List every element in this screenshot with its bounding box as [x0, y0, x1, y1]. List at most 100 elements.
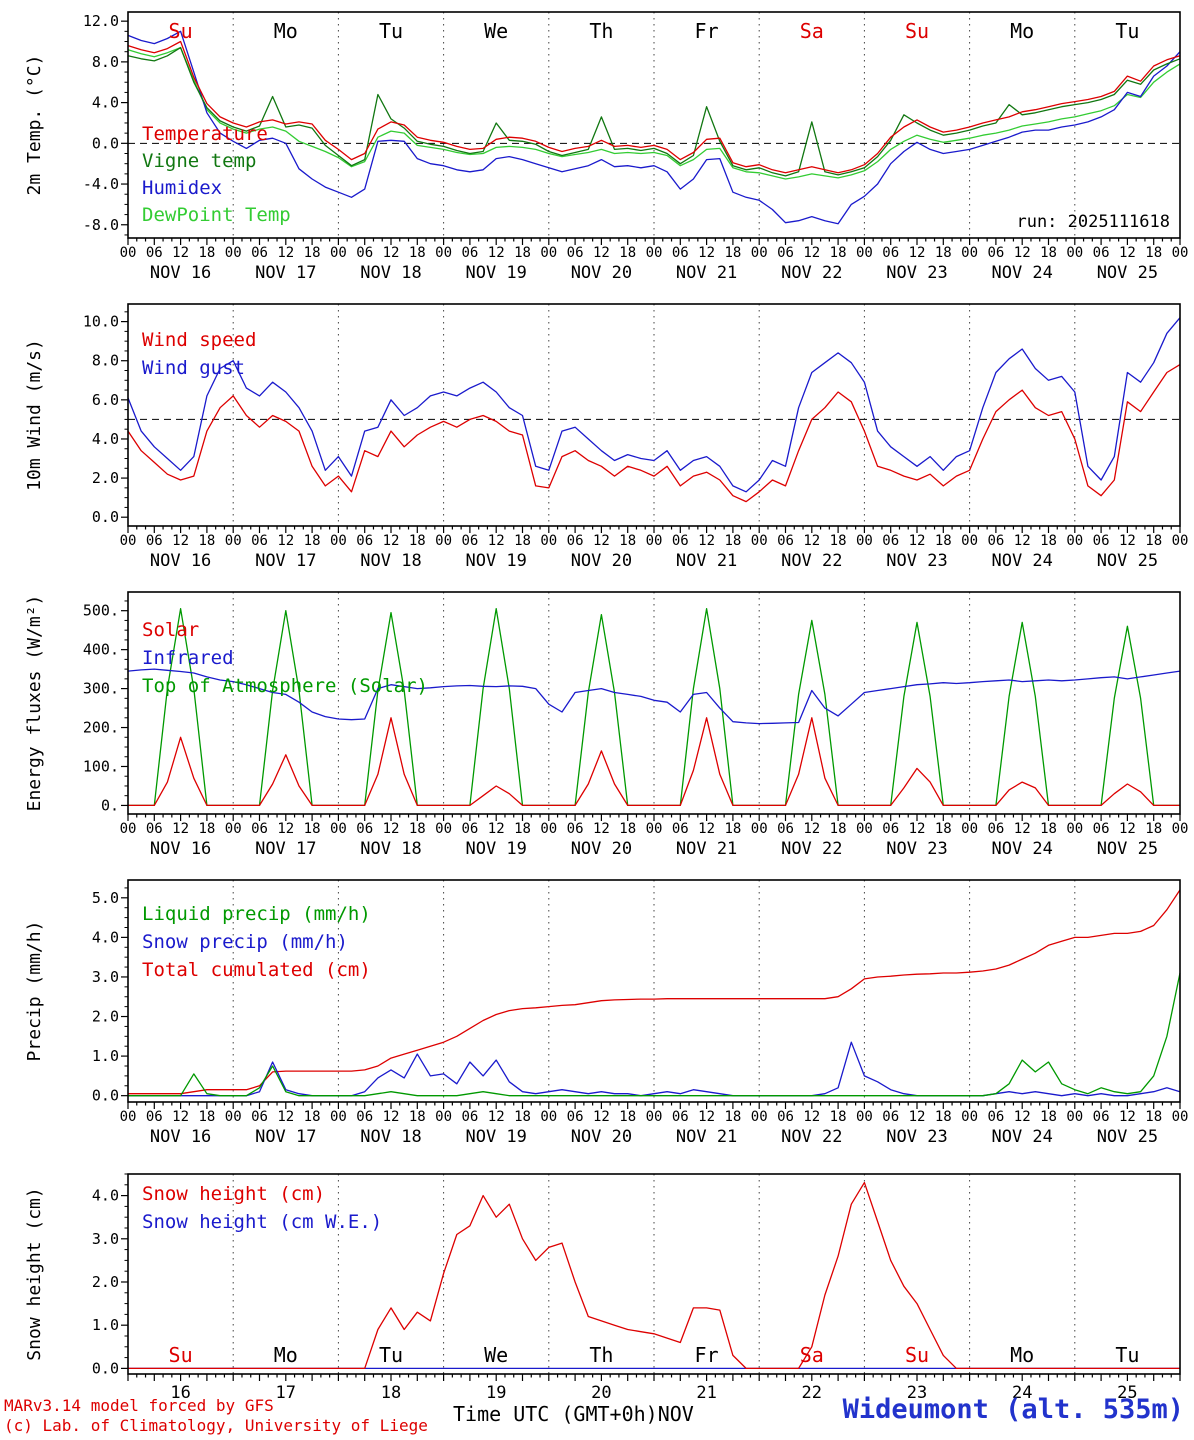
svg-text:06: 06 [672, 1109, 689, 1125]
svg-text:18: 18 [724, 245, 741, 261]
svg-text:0.0: 0.0 [92, 134, 119, 152]
svg-text:4.0: 4.0 [92, 928, 119, 946]
svg-text:06: 06 [251, 821, 268, 837]
svg-text:18: 18 [1145, 245, 1162, 261]
temperature-series-humidex [127, 30, 1181, 225]
svg-text:18: 18 [1145, 533, 1162, 549]
svg-text:12.0: 12.0 [83, 12, 119, 30]
svg-text:00: 00 [330, 245, 347, 261]
svg-text:500.: 500. [83, 602, 119, 620]
svg-text:18: 18 [514, 533, 531, 549]
svg-text:12: 12 [1119, 245, 1136, 261]
svg-text:06: 06 [777, 821, 794, 837]
svg-text:00: 00 [751, 1109, 768, 1125]
svg-text:NOV 16: NOV 16 [150, 263, 211, 283]
svg-text:NOV 17: NOV 17 [255, 839, 316, 859]
panel-wind: 10.0 8.0 6.0 4.0 2.0 0.0 00 06 12 18 00 06 12 18 00 06 1… [0, 288, 1194, 576]
svg-text:NOV 22: NOV 22 [781, 263, 842, 283]
axes-layer [121, 303, 1181, 533]
svg-text:12: 12 [383, 821, 400, 837]
energy-series-solar [128, 717, 1180, 807]
svg-text:00: 00 [646, 1109, 663, 1125]
svg-text:12: 12 [172, 533, 189, 549]
svg-text:NOV 17: NOV 17 [255, 263, 316, 283]
svg-text:12: 12 [277, 1109, 294, 1125]
svg-text:12: 12 [383, 533, 400, 549]
svg-text:Th: Th [589, 19, 613, 43]
svg-text:06: 06 [251, 245, 268, 261]
svg-text:12: 12 [1014, 1109, 1031, 1125]
svg-text:06: 06 [356, 245, 373, 261]
temperature-series-temperature [127, 40, 1181, 174]
svg-text:100.: 100. [83, 757, 119, 775]
svg-text:12: 12 [1014, 533, 1031, 549]
precip-chart: 5.04.03.02.01.00.000 06 12 18 00 06 12 18 00 06 12… [24, 879, 1189, 1147]
svg-text:00: 00 [961, 1109, 978, 1125]
svg-text:00: 00 [225, 1109, 242, 1125]
grid-layer [128, 12, 1180, 238]
svg-text:06: 06 [461, 1109, 478, 1125]
svg-text:12: 12 [803, 533, 820, 549]
labels-layer: 10.08.06.04.02.00.000 06 12 18 00 06 12 18 00 06 1… [24, 313, 1188, 571]
svg-text:18: 18 [724, 533, 741, 549]
svg-text:18: 18 [409, 533, 426, 549]
svg-text:12: 12 [488, 1109, 505, 1125]
svg-text:18: 18 [1040, 245, 1057, 261]
svg-text:200.: 200. [83, 719, 119, 737]
precip-series-snow-precip-mm-h- [128, 1041, 1181, 1097]
svg-text:Liquid precip (mm/h): Liquid precip (mm/h) [142, 903, 371, 925]
svg-text:NOV 21: NOV 21 [676, 263, 737, 283]
svg-text:18: 18 [935, 533, 952, 549]
svg-text:18: 18 [198, 821, 215, 837]
svg-text:18: 18 [304, 821, 321, 837]
svg-text:2.0: 2.0 [92, 469, 119, 487]
panel-snow-height: 4.0 3.0 2.0 1.0 0.0 16 17 18 19 20 21 22 23 24 25 Su Mo T… [0, 1152, 1194, 1440]
axes-layer [121, 591, 1181, 821]
svg-text:06: 06 [672, 821, 689, 837]
svg-text:12: 12 [909, 533, 926, 549]
svg-text:NOV 24: NOV 24 [991, 263, 1052, 283]
svg-text:25: 25 [1117, 1383, 1137, 1403]
svg-text:23: 23 [907, 1383, 927, 1403]
svg-text:00: 00 [120, 533, 137, 549]
svg-text:12: 12 [909, 821, 926, 837]
svg-text:00: 00 [961, 245, 978, 261]
svg-text:0.0: 0.0 [92, 1359, 119, 1377]
svg-text:NOV 18: NOV 18 [360, 263, 421, 283]
svg-text:10m Wind (m/s): 10m Wind (m/s) [24, 339, 45, 491]
svg-text:NOV 25: NOV 25 [1097, 839, 1158, 859]
grid-layer [128, 304, 1180, 526]
svg-text:NOV 22: NOV 22 [781, 1127, 842, 1147]
svg-text:00: 00 [1172, 1109, 1189, 1125]
svg-text:06: 06 [567, 245, 584, 261]
svg-text:00: 00 [856, 533, 873, 549]
svg-text:00: 00 [330, 533, 347, 549]
svg-text:18: 18 [198, 533, 215, 549]
svg-text:12: 12 [698, 1109, 715, 1125]
svg-text:06: 06 [987, 533, 1004, 549]
svg-text:12: 12 [593, 533, 610, 549]
svg-text:0.: 0. [101, 796, 119, 814]
svg-text:06: 06 [461, 245, 478, 261]
svg-text:06: 06 [1093, 245, 1110, 261]
svg-text:1.0: 1.0 [92, 1047, 119, 1065]
axes-layer [121, 879, 1181, 1109]
svg-text:00: 00 [751, 245, 768, 261]
svg-text:Sa: Sa [800, 19, 824, 43]
svg-text:NOV 21: NOV 21 [676, 839, 737, 859]
precip-series-total-cumulated-cm- [128, 889, 1181, 1095]
svg-text:00: 00 [225, 533, 242, 549]
temperature-series-dewpoint-temp [127, 46, 1181, 180]
svg-text:4.0: 4.0 [92, 430, 119, 448]
svg-text:NOV 19: NOV 19 [465, 1127, 526, 1147]
svg-text:00: 00 [1066, 821, 1083, 837]
svg-text:12: 12 [1014, 821, 1031, 837]
svg-text:12: 12 [1014, 245, 1031, 261]
series-layer [128, 889, 1181, 1097]
svg-text:NOV 20: NOV 20 [571, 263, 632, 283]
svg-text:12: 12 [172, 821, 189, 837]
svg-text:06: 06 [356, 821, 373, 837]
svg-text:NOV 16: NOV 16 [150, 551, 211, 571]
svg-text:12: 12 [1119, 533, 1136, 549]
svg-text:18: 18 [381, 1383, 401, 1403]
